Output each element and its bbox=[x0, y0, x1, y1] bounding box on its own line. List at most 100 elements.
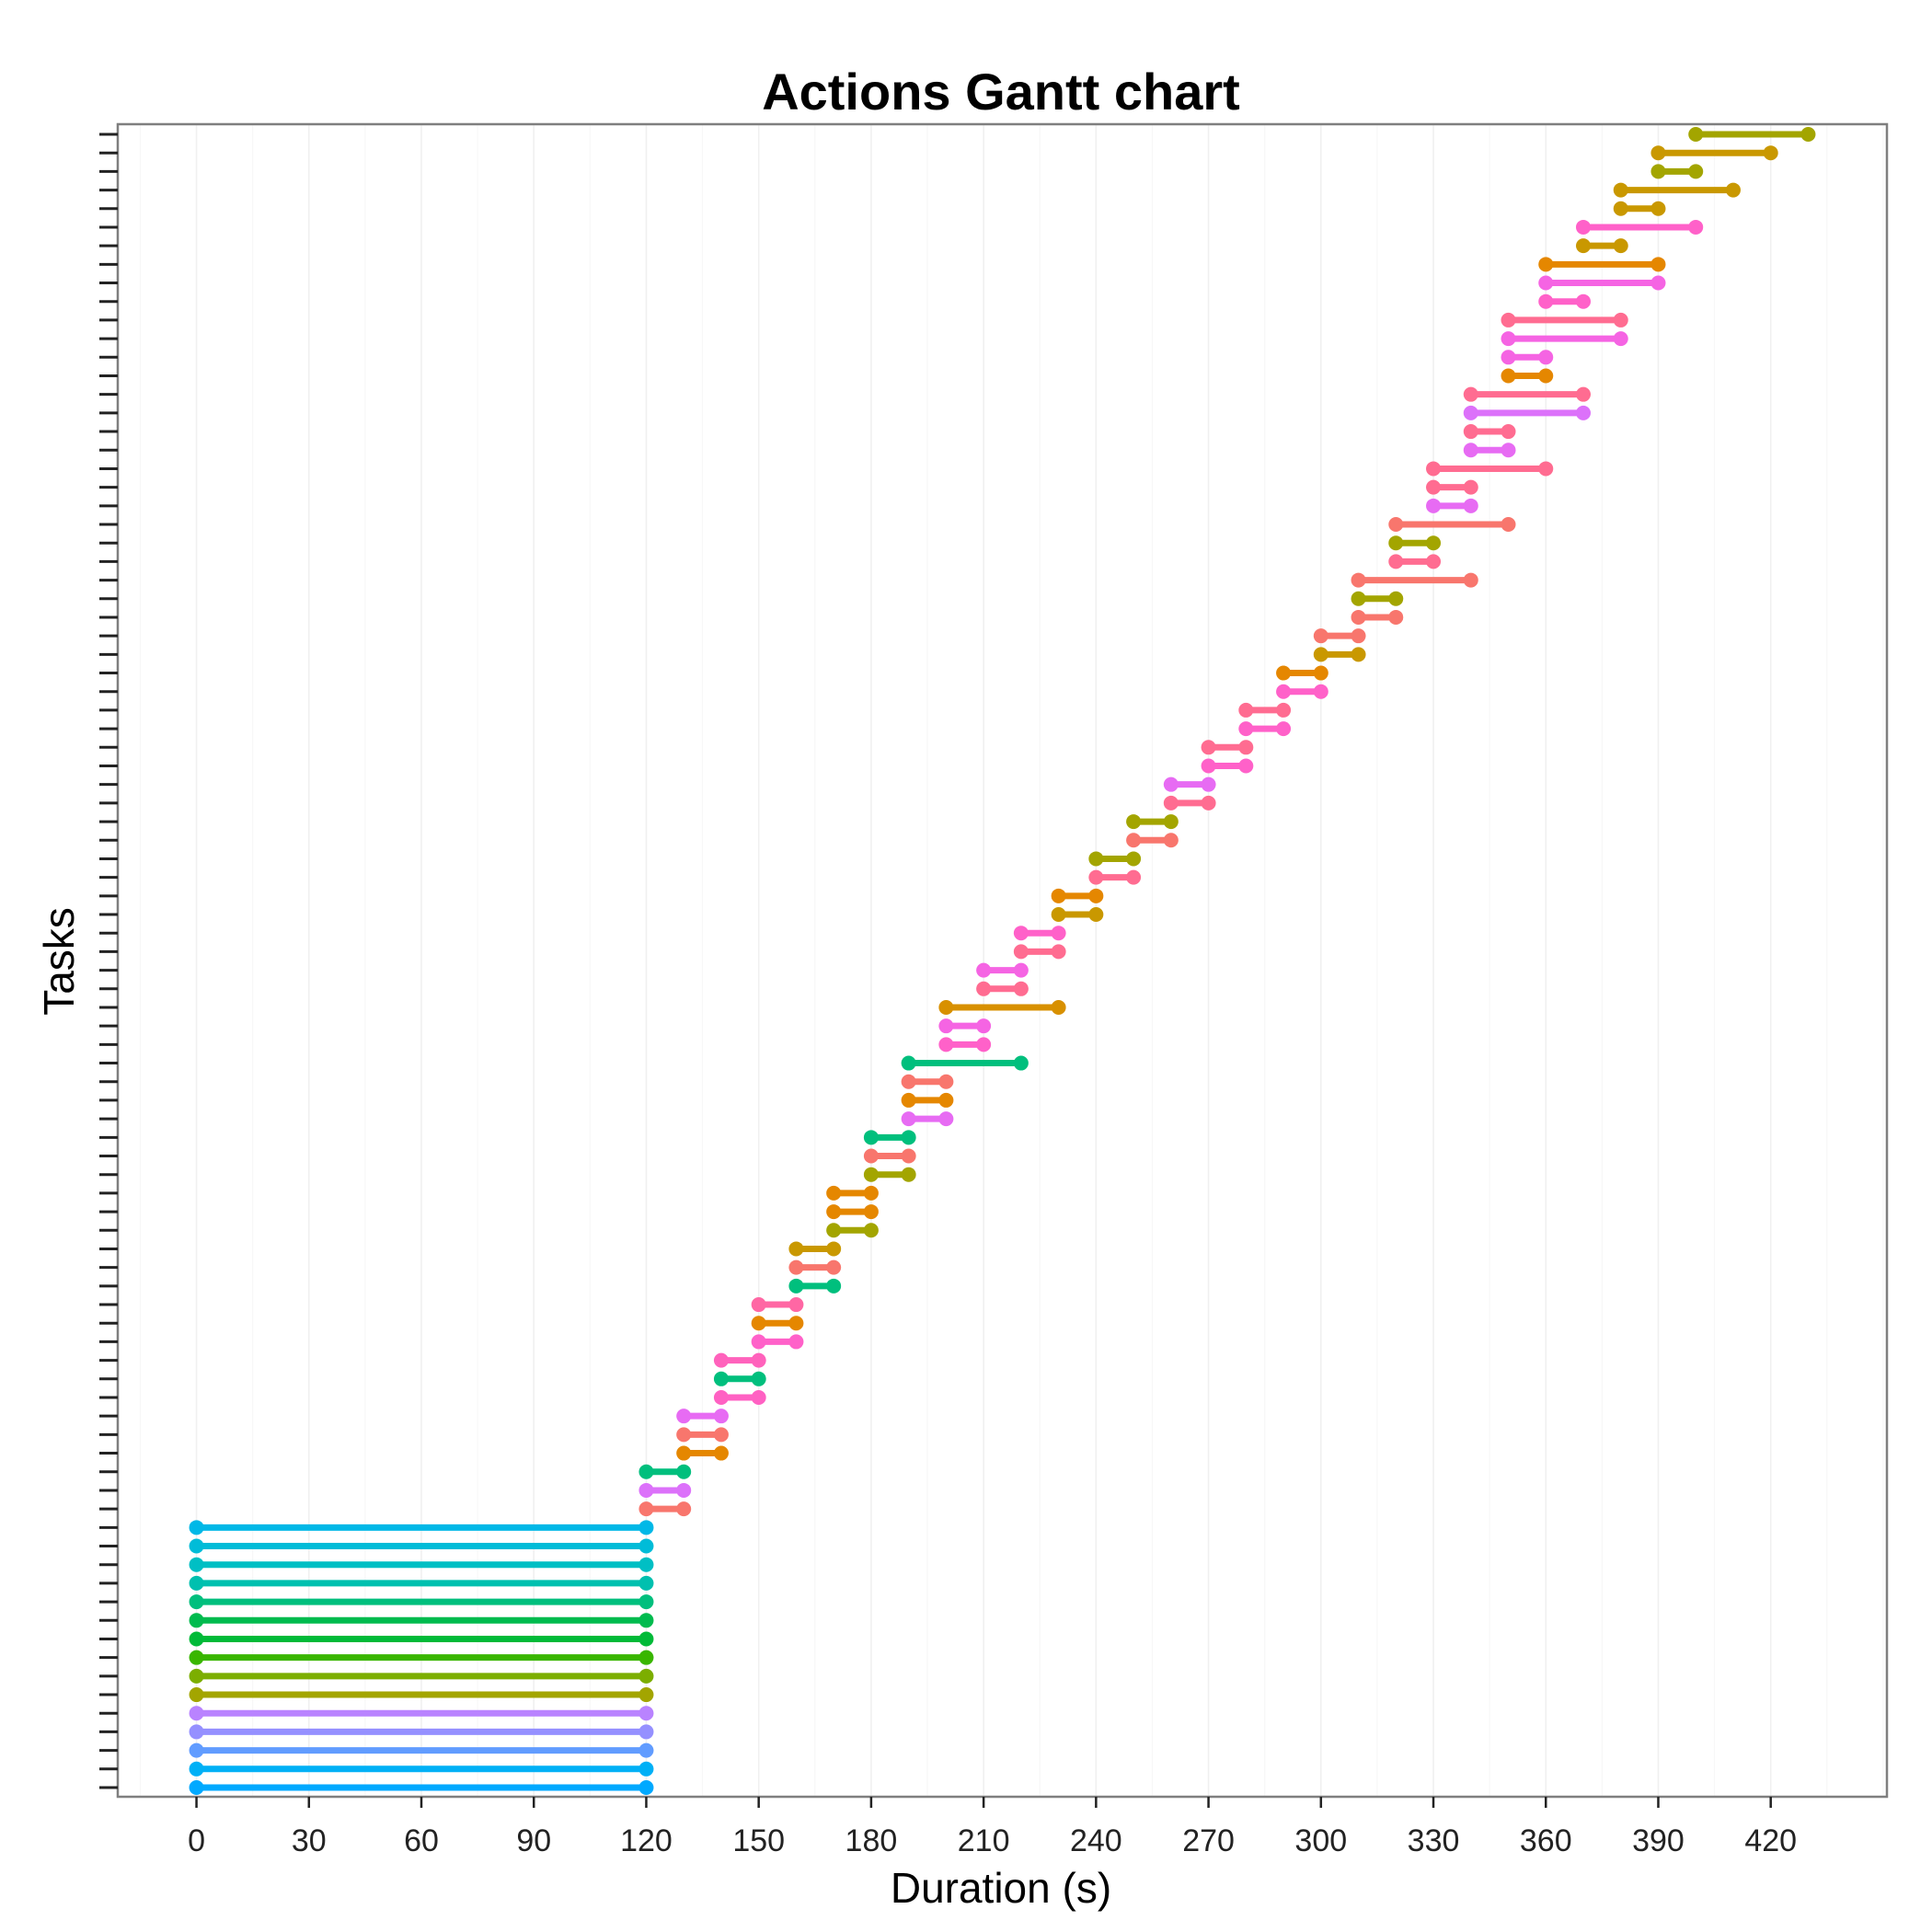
task-bar bbox=[826, 1223, 879, 1238]
task-bar bbox=[751, 1316, 804, 1331]
task-bar bbox=[1051, 907, 1104, 923]
x-tick-label: 270 bbox=[1182, 1823, 1235, 1858]
task-end-point bbox=[1613, 238, 1628, 254]
task-bar bbox=[189, 1631, 654, 1647]
task-bar bbox=[1088, 869, 1142, 885]
task-bar bbox=[1238, 721, 1292, 737]
task-end-point bbox=[638, 1538, 654, 1554]
task-start-point bbox=[826, 1185, 842, 1201]
task-start-point bbox=[1650, 145, 1666, 161]
x-tick-label: 150 bbox=[732, 1823, 785, 1858]
x-tick-label: 240 bbox=[1070, 1823, 1122, 1858]
task-start-point bbox=[1426, 461, 1442, 477]
task-end-point bbox=[1650, 257, 1666, 272]
task-end-point bbox=[676, 1482, 692, 1498]
task-bar bbox=[1201, 758, 1254, 774]
task-bar bbox=[751, 1334, 804, 1350]
task-start-point bbox=[1613, 182, 1628, 198]
task-start-point bbox=[1126, 814, 1142, 830]
task-bar bbox=[676, 1445, 729, 1461]
task-bar bbox=[189, 1687, 654, 1703]
task-bar bbox=[189, 1742, 654, 1758]
task-bar bbox=[1163, 776, 1216, 792]
task-start-point bbox=[189, 1761, 204, 1777]
task-end-point bbox=[1501, 443, 1516, 458]
task-bar bbox=[189, 1575, 654, 1591]
task-start-point bbox=[826, 1204, 842, 1220]
task-bar bbox=[1313, 647, 1366, 662]
task-start-point bbox=[1463, 386, 1478, 402]
task-end-point bbox=[1688, 164, 1704, 179]
task-bar bbox=[189, 1780, 654, 1795]
task-start-point bbox=[751, 1316, 766, 1331]
task-start-point bbox=[189, 1687, 204, 1703]
task-start-point bbox=[863, 1130, 879, 1145]
task-end-point bbox=[826, 1259, 842, 1275]
task-bar bbox=[1388, 554, 1442, 569]
x-tick-label: 60 bbox=[404, 1823, 439, 1858]
task-start-point bbox=[901, 1092, 916, 1108]
task-end-point bbox=[1051, 944, 1066, 960]
task-start-point bbox=[1013, 944, 1029, 960]
task-bar bbox=[189, 1761, 654, 1777]
task-start-point bbox=[1650, 164, 1666, 179]
task-bar bbox=[863, 1167, 916, 1182]
task-bar bbox=[1575, 238, 1628, 254]
task-start-point bbox=[1613, 201, 1628, 216]
task-bar bbox=[189, 1520, 654, 1535]
task-bar bbox=[938, 1037, 992, 1052]
x-tick-label: 420 bbox=[1744, 1823, 1797, 1858]
task-end-point bbox=[1163, 814, 1179, 830]
task-bar bbox=[751, 1297, 804, 1313]
x-tick-label: 180 bbox=[845, 1823, 898, 1858]
task-end-point bbox=[788, 1334, 804, 1350]
task-start-point bbox=[1538, 275, 1554, 291]
task-start-point bbox=[713, 1389, 729, 1405]
y-axis-title: Tasks bbox=[35, 907, 83, 1016]
task-start-point bbox=[189, 1650, 204, 1665]
task-end-point bbox=[1763, 145, 1778, 161]
task-end-point bbox=[1201, 776, 1216, 792]
task-start-point bbox=[1463, 405, 1478, 420]
task-end-point bbox=[751, 1352, 766, 1368]
task-bar bbox=[1538, 257, 1666, 272]
task-bar bbox=[901, 1111, 954, 1127]
task-start-point bbox=[901, 1074, 916, 1089]
task-start-point bbox=[1163, 776, 1179, 792]
task-start-point bbox=[1276, 684, 1292, 699]
task-bar bbox=[1688, 127, 1816, 142]
task-end-point bbox=[863, 1185, 879, 1201]
task-start-point bbox=[1501, 368, 1516, 384]
task-end-point bbox=[1013, 1055, 1029, 1071]
task-start-point bbox=[938, 999, 954, 1015]
task-start-point bbox=[638, 1464, 654, 1479]
task-end-point bbox=[826, 1241, 842, 1257]
task-bar bbox=[1501, 312, 1628, 328]
task-end-point bbox=[1013, 962, 1029, 978]
task-bar bbox=[1351, 591, 1404, 606]
task-start-point bbox=[901, 1111, 916, 1127]
task-end-point bbox=[638, 1575, 654, 1591]
task-end-point bbox=[1276, 721, 1292, 737]
task-start-point bbox=[1388, 535, 1404, 551]
task-start-point bbox=[863, 1167, 879, 1182]
task-start-point bbox=[826, 1223, 842, 1238]
task-end-point bbox=[1201, 795, 1216, 811]
task-bar bbox=[1463, 386, 1591, 402]
task-start-point bbox=[1088, 851, 1104, 867]
task-start-point bbox=[1388, 554, 1404, 569]
task-end-point bbox=[1388, 609, 1404, 625]
task-bar bbox=[1575, 219, 1704, 235]
task-bar bbox=[189, 1613, 654, 1628]
task-start-point bbox=[1351, 591, 1366, 606]
task-start-point bbox=[638, 1482, 654, 1498]
task-end-point bbox=[938, 1092, 954, 1108]
task-bar bbox=[713, 1371, 766, 1386]
task-bar bbox=[638, 1501, 692, 1517]
task-bar bbox=[863, 1148, 916, 1164]
task-bar bbox=[826, 1185, 879, 1201]
task-end-point bbox=[1501, 517, 1516, 533]
task-bar bbox=[189, 1557, 654, 1572]
task-end-point bbox=[1313, 665, 1328, 681]
task-start-point bbox=[189, 1557, 204, 1572]
